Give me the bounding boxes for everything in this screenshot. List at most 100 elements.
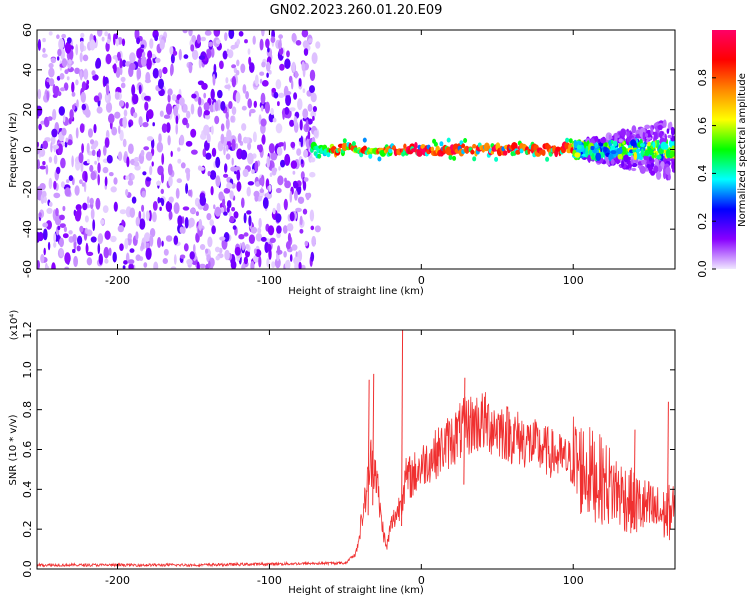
spectrogram-cell [268,70,272,75]
spectrogram-cell [168,210,173,220]
spectrogram-cell [310,251,315,262]
spectrogram-cell [229,190,234,200]
spectrogram-cell [282,225,288,234]
spectrogram-cell [131,84,136,96]
x-tick-label: 0 [418,274,425,287]
spectrogram-cell [161,123,168,133]
spectrogram-cell [226,182,233,189]
spectrogram-cell [597,138,601,144]
spectrogram-cell [515,149,521,155]
spectrogram-cell [167,88,173,96]
spectrogram-cell [312,106,317,112]
spectrogram-cell [616,147,623,155]
spectrogram-cell [301,30,309,38]
spectrogram-cell [59,237,64,248]
spectrogram-cell [122,59,127,67]
spectrogram-cell [42,53,48,58]
snr-marks [37,330,675,568]
spectrogram-cell [293,116,298,126]
spectrogram-cell [576,140,583,145]
spectrogram-cell [235,69,240,76]
spectrogram-cell [79,70,83,81]
spectrogram-cell [136,67,142,80]
spectrogram-cell [247,48,251,55]
spectrogram-cell [123,260,128,265]
spectrogram-cell [37,39,42,51]
spectrogram-cell [97,243,101,255]
spectrogram-cell [641,159,646,165]
spectrogram-cell [213,30,221,37]
colorbar-tick-label: 0.0 [696,260,709,278]
spectrogram-cell [162,258,168,264]
spectrogram-cell [184,217,189,229]
spectrogram-cell [145,151,153,161]
spectrogram-cell [75,127,79,139]
spectrogram-cell [86,158,90,164]
spectrogram-cell [158,78,164,90]
spectrogram-cell [278,92,285,99]
x-tick-label: 100 [563,574,584,587]
spectrogram-cell [55,207,59,217]
spectrogram-cell [519,148,524,154]
spectrogram-cell [652,141,656,148]
spectrogram-cell [112,251,117,263]
spectrogram-cell [626,136,631,143]
spectrogram-cell [170,150,173,157]
spectrogram-cell [247,142,252,151]
spectrogram-cell [299,119,303,131]
spectrogram-cell [626,131,630,138]
spectrogram-cell [277,142,285,147]
spectrogram-cell [182,30,188,34]
spectrogram-cell [265,61,271,72]
x-tick-label: -100 [257,274,282,287]
spectrogram-cell [41,190,47,199]
spectrogram-cell [53,154,58,165]
snr-spike [401,330,404,526]
spectrogram-cell [53,192,61,199]
spectrogram-cell [39,165,47,170]
spectrogram-cell [83,68,89,80]
spectrogram-cell [210,88,215,101]
spectrogram-cell [51,128,58,138]
spectrogram-cell [243,232,249,237]
spectrogram-cell [138,84,142,95]
spectrogram-cell [166,122,171,133]
spectrogram-cell [136,37,141,45]
spectrogram-cell [81,143,84,154]
spectrogram-cell [92,74,99,81]
spectrogram-cell [48,31,53,36]
spectrogram-cell [86,196,90,204]
spectrogram-cell [138,116,143,126]
spectrogram-cell [97,233,104,245]
spectrogram-cell [189,208,196,214]
spectrogram-cell [275,213,282,223]
spectrogram-cell [260,236,267,242]
spectrogram-cell [278,166,281,171]
spectrogram-cell [225,77,229,84]
y-tick-label: -40 [21,220,34,238]
spectrogram-cell [105,95,109,101]
spectrogram-cell [117,225,125,233]
spectrogram-cell [97,162,101,174]
spectrogram-cell [297,98,303,111]
spectrogram-cell [183,54,189,59]
spectrogram-cell [123,109,128,117]
spectrogram-cell [197,106,203,118]
snr-plot: -200 -100 0 100 0.0 0.2 0.4 0.6 0.8 1.0 1.2 Height… [8,310,676,596]
spectrogram-cell [143,146,150,151]
spectrogram-cell [236,38,241,46]
spectrogram-cell [337,147,342,152]
spectrogram-cell [144,95,151,101]
spectrogram-cell [257,227,262,235]
spectrogram-cell [631,167,637,172]
spectrogram-cell [286,50,290,58]
spectrogram-cell [98,148,101,158]
spectrogram-cell [171,94,177,101]
spectrogram-cell [90,171,97,181]
spectrogram-cell [56,75,61,81]
spectrogram-cell [113,33,116,46]
spectrogram-cell [86,142,90,154]
spectrogram-cell [145,247,152,260]
spectrogram-cell [293,92,298,100]
spectrogram-cell [658,147,664,155]
